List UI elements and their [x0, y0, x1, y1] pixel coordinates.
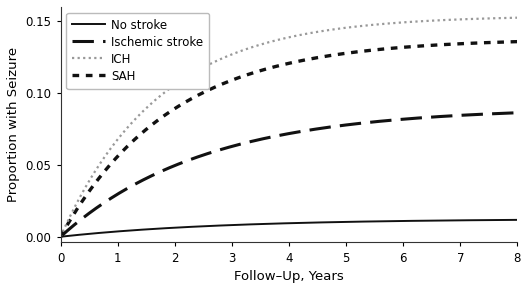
- SAH: [104, 166, 110, 170]
- Ischemic stroke: [104, 199, 110, 202]
- Y-axis label: Proportion with Seizure: Proportion with Seizure: [7, 47, 20, 202]
- Legend: No stroke, Ischemic stroke, ICH, SAH: No stroke, Ischemic stroke, ICH, SAH: [67, 13, 209, 89]
- No stroke: [422, 219, 428, 222]
- SAH: [514, 40, 521, 44]
- Line: ICH: ICH: [61, 18, 517, 237]
- SAH: [422, 44, 428, 48]
- ICH: [259, 42, 265, 46]
- No stroke: [514, 218, 521, 222]
- Ischemic stroke: [242, 141, 249, 145]
- ICH: [514, 16, 521, 19]
- No stroke: [104, 231, 110, 234]
- Line: No stroke: No stroke: [61, 220, 517, 237]
- ICH: [104, 152, 110, 155]
- Ischemic stroke: [371, 120, 378, 124]
- No stroke: [58, 235, 64, 238]
- No stroke: [371, 220, 378, 223]
- ICH: [58, 235, 64, 238]
- Line: SAH: SAH: [61, 42, 517, 237]
- ICH: [242, 48, 249, 51]
- X-axis label: Follow–Up, Years: Follow–Up, Years: [234, 270, 344, 283]
- No stroke: [259, 222, 265, 226]
- Ischemic stroke: [259, 137, 265, 141]
- SAH: [58, 235, 64, 238]
- ICH: [422, 19, 428, 23]
- Line: Ischemic stroke: Ischemic stroke: [61, 113, 517, 237]
- No stroke: [413, 219, 420, 222]
- No stroke: [242, 223, 249, 226]
- Ischemic stroke: [514, 111, 521, 115]
- SAH: [413, 45, 420, 48]
- SAH: [242, 74, 249, 77]
- ICH: [371, 23, 378, 26]
- SAH: [371, 48, 378, 52]
- SAH: [259, 68, 265, 72]
- Ischemic stroke: [422, 116, 428, 119]
- Ischemic stroke: [413, 116, 420, 120]
- ICH: [413, 20, 420, 23]
- Ischemic stroke: [58, 235, 64, 238]
